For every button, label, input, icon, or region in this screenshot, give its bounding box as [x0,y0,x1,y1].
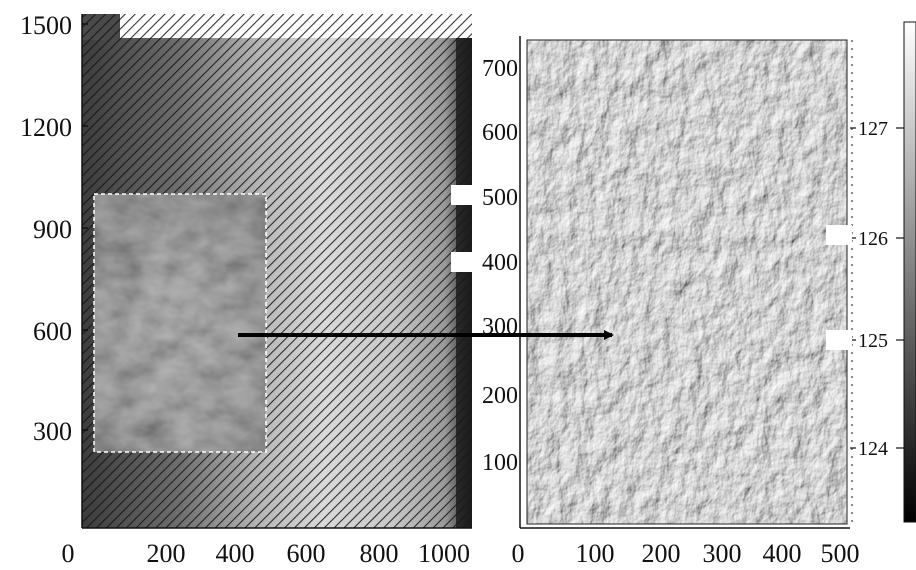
colorbar-tick-127: 127 [858,118,888,140]
left-x-tick-200: 200 [147,539,186,568]
right-x-tick-100: 100 [576,539,615,568]
colorbar-tick-marks [850,127,904,449]
colorbar: 124 125 126 127 [826,21,916,528]
colorbar-mask-125 [826,330,852,350]
right-y-tick-400: 400 [482,250,518,276]
left-x-tick-400: 400 [216,539,255,568]
left-y-tick-300: 300 [33,417,72,446]
right-y-tick-200: 200 [482,383,518,409]
colorbar-frame [903,21,916,523]
right-panel: 100 200 300 400 500 600 700 0 100 200 30… [451,36,860,568]
left-image-right-edge [456,38,472,528]
right-x-tick-300: 300 [703,539,742,568]
left-x-tick-800: 800 [360,539,399,568]
left-x-tick-600: 600 [287,539,326,568]
right-y-tick-600: 600 [482,120,518,146]
right-x-tick-500: 500 [821,539,860,568]
right-x-tick-400: 400 [763,539,802,568]
right-x-tick-0: 0 [512,539,525,568]
left-y-tick-600: 600 [33,317,72,346]
left-y-tick-1200: 1200 [20,113,72,142]
right-image-frame [526,39,848,525]
left-x-tick-0: 0 [62,539,75,568]
right-image-relief [527,40,847,524]
left-y-tick-1500: 1500 [20,11,72,40]
colorbar-tick-125: 125 [858,330,888,352]
right-y-tick-100: 100 [482,450,518,476]
left-y-tick-900: 900 [33,215,72,244]
colorbar-mask-126 [826,225,852,245]
right-y-tick-700: 700 [482,56,518,82]
selection-box [93,193,267,453]
colorbar-tick-126: 126 [858,228,888,250]
selection-texture [94,194,266,452]
left-panel: 300 600 900 1200 1500 0 200 400 600 800 … [20,11,472,568]
left-x-tick-1000: 1000 [418,539,470,568]
selection-region [93,193,267,453]
colorbar-tick-124: 124 [858,438,888,460]
left-y-tick-marks [82,23,88,431]
colorbar-gradient [904,22,916,522]
right-y-tick-500: 500 [482,185,518,211]
label-mask-500 [451,185,473,205]
right-x-tick-200: 200 [642,539,681,568]
label-mask-400 [451,252,473,272]
